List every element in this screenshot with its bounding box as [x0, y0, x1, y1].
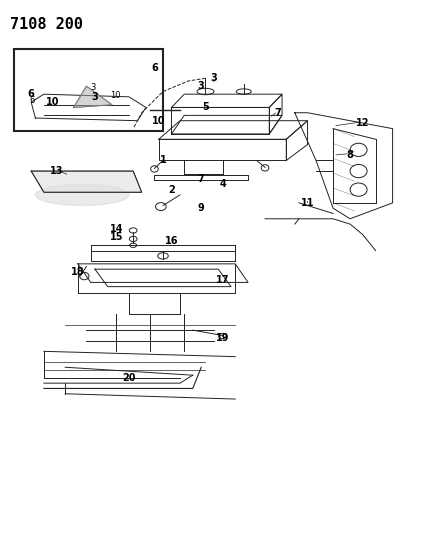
Text: 19: 19: [216, 333, 229, 343]
Text: 3: 3: [198, 81, 205, 91]
Text: 6: 6: [28, 89, 35, 99]
Text: 5: 5: [202, 102, 209, 112]
Text: 3: 3: [92, 92, 98, 102]
Text: 9: 9: [198, 203, 205, 213]
Text: 15: 15: [110, 232, 123, 243]
Text: 7: 7: [198, 174, 205, 184]
Text: 2: 2: [168, 184, 175, 195]
Bar: [14, 49, 163, 131]
Text: 12: 12: [356, 118, 369, 128]
Text: 8: 8: [347, 150, 354, 160]
Polygon shape: [74, 86, 112, 108]
Text: 10: 10: [46, 97, 59, 107]
Text: 1: 1: [160, 156, 166, 165]
Text: 10: 10: [110, 92, 120, 100]
Text: 7108 200: 7108 200: [10, 17, 83, 33]
Text: 10: 10: [152, 116, 166, 126]
Text: 7: 7: [274, 108, 281, 118]
Text: 14: 14: [110, 224, 123, 235]
Text: 4: 4: [219, 179, 226, 189]
Text: 6: 6: [151, 63, 158, 72]
Ellipse shape: [36, 184, 129, 206]
Text: 11: 11: [301, 198, 314, 208]
Text: 18: 18: [71, 267, 85, 277]
Text: 3: 3: [91, 83, 96, 92]
Polygon shape: [31, 171, 142, 192]
Text: 16: 16: [165, 236, 178, 246]
Text: 3: 3: [211, 73, 217, 83]
Text: 13: 13: [50, 166, 63, 176]
Text: 20: 20: [122, 373, 136, 383]
Text: 17: 17: [216, 274, 229, 285]
Text: 6: 6: [29, 96, 34, 105]
